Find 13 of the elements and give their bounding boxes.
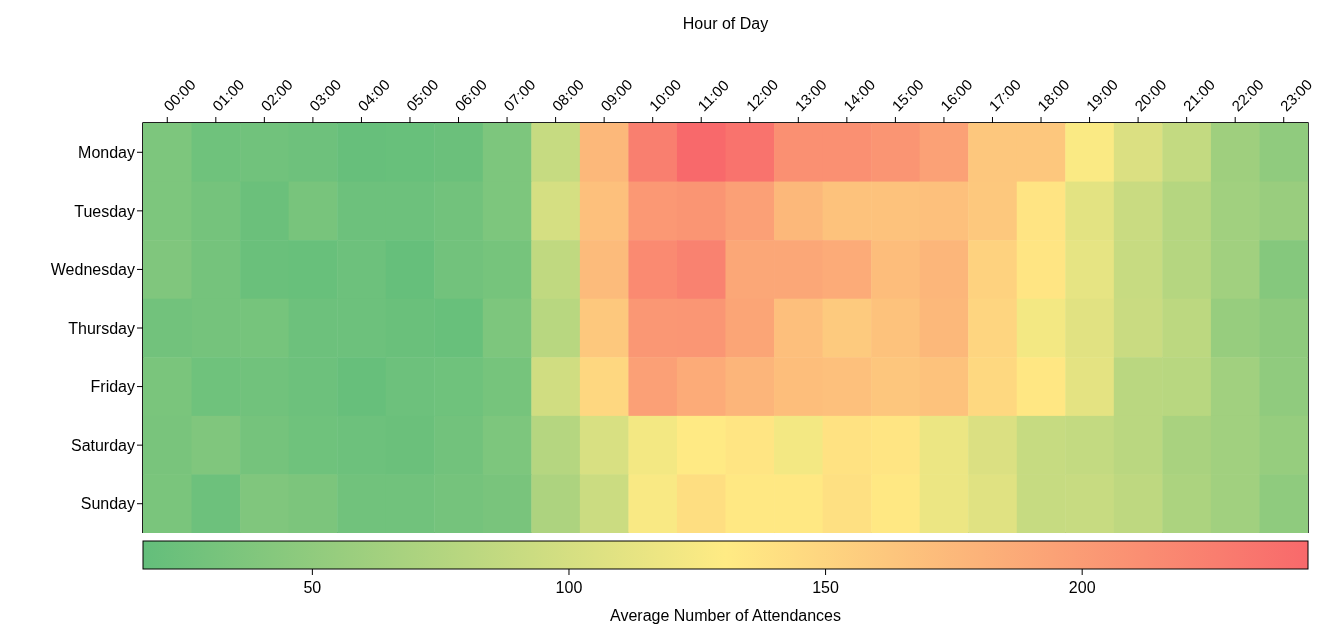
color-bar-title: Average Number of Attendances [610,607,841,624]
y-tick-label: Thursday [68,319,135,337]
y-tick-label: Tuesday [74,202,135,220]
color-bar-label: 50 [303,579,322,596]
color-bar-label: 150 [812,579,840,596]
y-tick-label: Saturday [70,436,135,454]
x-axis-title: Hour of Day [682,15,769,33]
y-tick-label: Monday [78,143,135,161]
y-tick-label: Friday [90,378,135,396]
color-bar-label: 200 [1068,579,1096,596]
y-tick-label: Wednesday [50,261,135,279]
color-bar-label: 100 [555,579,583,596]
y-tick-label: Sunday [80,495,135,513]
